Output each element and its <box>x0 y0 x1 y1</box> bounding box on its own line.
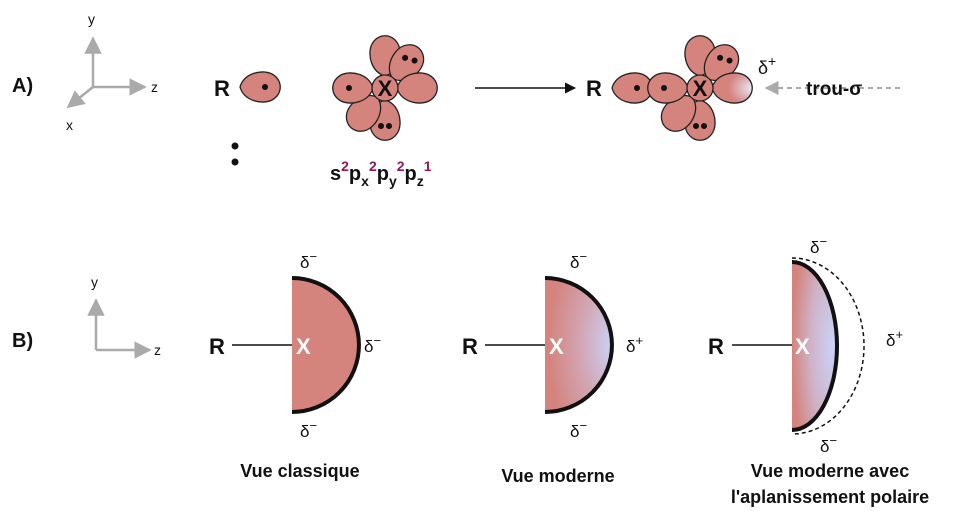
atom-label: X <box>693 76 708 101</box>
axis-label: x <box>66 117 73 133</box>
atom-label: X <box>549 334 564 359</box>
partial-charge: δ− <box>810 234 827 257</box>
panel-label: A) <box>12 75 33 97</box>
surface <box>791 260 839 432</box>
partial-charge: δ− <box>570 418 587 441</box>
r-group: R <box>209 334 225 359</box>
surface <box>544 276 614 414</box>
product-orbitals <box>611 35 753 141</box>
partial-charge: δ− <box>820 433 837 456</box>
partial-charge: δ+ <box>886 327 903 350</box>
hole-label: trou-σ <box>806 79 862 100</box>
atom-label: X <box>795 334 810 359</box>
axes-a <box>66 36 147 109</box>
caption: Vue moderne <box>501 466 614 486</box>
electron-density <box>292 278 359 412</box>
lone-pair <box>231 158 239 166</box>
partial-charge: δ− <box>364 333 381 356</box>
partial-charge: δ+ <box>758 53 776 78</box>
partial-charge: δ− <box>300 418 317 441</box>
axis-label: z <box>154 342 161 358</box>
electron-density <box>792 262 837 430</box>
axis-label: y <box>88 11 95 27</box>
r-group: R <box>462 334 478 359</box>
r-group: R <box>586 76 602 101</box>
axis-label: z <box>151 79 158 95</box>
partial-charge: δ− <box>300 249 317 272</box>
atom-label: X <box>378 76 393 101</box>
orbital <box>239 71 281 103</box>
r-group: R <box>708 334 724 359</box>
r-group: R <box>214 76 230 101</box>
surface <box>291 276 361 414</box>
atom-orbitals <box>332 35 438 141</box>
electron-density <box>545 278 612 412</box>
lone-pair <box>231 142 239 150</box>
electron-config: s2px2py2pz1 <box>330 158 432 189</box>
atom-label: X <box>296 334 311 359</box>
partial-charge: δ+ <box>626 333 643 356</box>
spherical-surface <box>791 257 865 435</box>
axes-b <box>87 298 152 359</box>
axis-label: y <box>91 274 98 290</box>
caption: l'aplanissement polaire <box>731 487 929 507</box>
partial-charge: δ− <box>570 249 587 272</box>
caption: Vue classique <box>240 461 359 481</box>
caption: Vue moderne avec <box>751 461 909 481</box>
panel-label: B) <box>12 330 33 352</box>
